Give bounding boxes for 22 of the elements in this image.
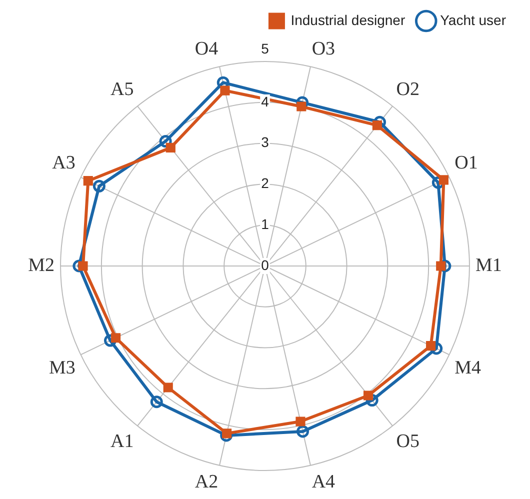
spoke-label: A2 (194, 472, 218, 493)
spoke-label: O5 (396, 430, 420, 452)
legend-label: Industrial designer (290, 12, 406, 28)
spoke-label: A3 (52, 152, 76, 174)
spoke-label: O3 (312, 38, 336, 60)
spoke-label: A1 (110, 430, 134, 452)
spoke-label: O2 (396, 79, 420, 100)
spoke-label: M2 (28, 254, 55, 276)
spoke-label: A4 (312, 472, 336, 493)
y-tick-label: 1 (261, 216, 270, 232)
y-tick-label: 5 (261, 40, 270, 56)
legend-label: Yacht user (440, 12, 506, 28)
spoke-label: O1 (454, 152, 478, 174)
y-tick-label: 2 (261, 175, 270, 192)
spoke-label: O4 (194, 38, 219, 60)
spoke-label: M3 (48, 358, 76, 379)
spoke-label: M1 (475, 254, 502, 276)
y-tick-label: 4 (261, 93, 270, 110)
spoke-label: M4 (454, 358, 482, 379)
spoke-label: A5 (110, 79, 134, 100)
y-tick-label: 3 (261, 134, 270, 150)
y-tick-label: 0 (261, 256, 270, 273)
